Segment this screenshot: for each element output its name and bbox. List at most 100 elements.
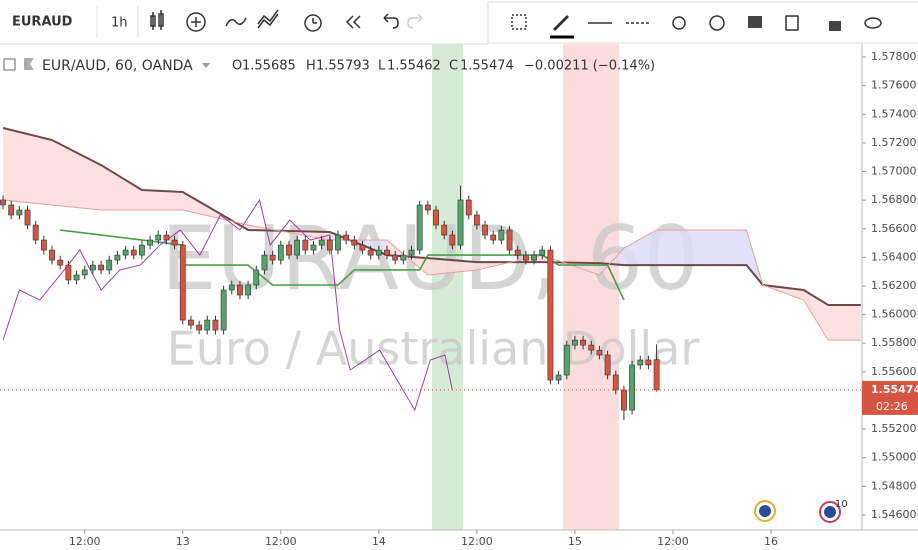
x-tick-label: 12:00 — [265, 535, 297, 548]
candle-body — [171, 239, 178, 246]
interval-button[interactable]: 1h — [111, 16, 128, 31]
y-tick-label: 1.57000 — [871, 165, 917, 178]
settings-button[interactable] — [672, 16, 686, 30]
candle-body — [122, 249, 129, 256]
candle-body — [522, 254, 529, 261]
chart-style-button[interactable] — [150, 10, 164, 30]
candle-body — [612, 374, 619, 391]
symbol-input[interactable]: EURAUD — [12, 15, 73, 30]
span-b-line — [2, 199, 861, 341]
compare-button[interactable] — [186, 12, 206, 32]
candle-body — [237, 284, 243, 296]
candle-body — [220, 289, 227, 331]
candle-body — [621, 389, 627, 411]
candle-body — [179, 244, 186, 321]
candle-body — [465, 199, 472, 216]
clone-tool[interactable] — [785, 15, 799, 31]
x-tick-label: 16 — [764, 535, 778, 548]
ohlc-label: L — [378, 59, 386, 74]
candle-body — [8, 204, 15, 216]
cloud-segment — [803, 290, 829, 341]
y-tick-label: 1.57200 — [871, 136, 917, 149]
candle-body — [326, 239, 333, 251]
redo-button[interactable] — [407, 13, 423, 29]
cloud-segment — [656, 230, 747, 266]
candle-body — [147, 239, 153, 246]
candle-body — [73, 274, 80, 281]
alert-tool[interactable] — [709, 15, 725, 31]
ohlc-label: O — [232, 59, 242, 74]
candle-body — [351, 239, 358, 246]
candle-body — [40, 239, 47, 251]
collapse-icon[interactable] — [3, 58, 16, 71]
undo-button[interactable] — [383, 13, 399, 29]
candle-body — [539, 249, 546, 256]
candle-body — [563, 344, 570, 376]
cloud-segment — [101, 165, 142, 211]
bar-countdown: 02:26 — [876, 400, 908, 413]
candle-body — [32, 224, 39, 241]
cloud-segment — [52, 140, 102, 211]
ohlc-label: C — [449, 59, 458, 74]
replay-button[interactable] — [345, 15, 361, 29]
candle-body — [24, 209, 31, 226]
candle-body — [441, 224, 448, 236]
candle-body — [277, 244, 284, 261]
candle-body — [163, 234, 170, 241]
candle-body — [604, 354, 611, 376]
hide-button[interactable] — [864, 17, 882, 29]
candle-body — [433, 209, 439, 226]
candle-body — [572, 339, 578, 346]
cloud-segment — [623, 230, 657, 266]
lock-button[interactable] — [829, 21, 841, 31]
candle-body — [269, 254, 276, 261]
candle-body — [490, 234, 497, 241]
candle-body — [228, 284, 235, 291]
y-tick-label: 1.57800 — [871, 50, 917, 63]
candle-body — [245, 284, 252, 296]
x-tick-label: 14 — [372, 535, 386, 548]
visual-order-tool[interactable] — [748, 16, 762, 28]
candle-body — [49, 249, 55, 261]
templates-button[interactable] — [257, 9, 279, 29]
candle-body — [424, 204, 431, 211]
candle-body — [89, 264, 96, 271]
y-tick-label: 1.57400 — [871, 107, 917, 120]
select-tool[interactable] — [511, 14, 527, 30]
y-tick-label: 1.55800 — [871, 336, 917, 349]
candle-body — [449, 234, 456, 246]
candle-body — [400, 254, 407, 261]
candle-body — [637, 359, 644, 366]
candle-body — [98, 264, 104, 271]
legend-menu[interactable] — [202, 63, 210, 68]
candle-body — [318, 239, 325, 246]
candle-body — [482, 224, 488, 236]
session-highlight — [563, 44, 619, 530]
candle-body — [286, 244, 292, 256]
candle-body — [114, 254, 121, 261]
candle-body — [302, 239, 309, 251]
candle-body — [375, 249, 382, 256]
y-tick-label: 1.56800 — [871, 193, 917, 206]
alert-button[interactable] — [304, 14, 322, 32]
x-tick-label: 12:00 — [657, 535, 689, 548]
candle-body — [188, 319, 194, 326]
y-tick-label: 1.55000 — [871, 451, 917, 464]
x-tick-label: 12:00 — [461, 535, 493, 548]
watermark-subtitle: Euro / Australian Dollar — [167, 322, 700, 376]
pen-tool[interactable] — [550, 14, 574, 39]
candle-body — [253, 269, 260, 286]
candle-body — [457, 199, 464, 246]
x-tick-label: 12:00 — [69, 535, 101, 548]
candle-body — [204, 319, 211, 331]
y-tick-label: 1.56400 — [871, 250, 917, 263]
candle-body — [596, 349, 603, 356]
y-tick-label: 1.55200 — [871, 422, 917, 435]
indicators-button[interactable] — [225, 17, 247, 27]
event-flag — [759, 505, 771, 517]
candle-body — [473, 214, 480, 226]
candle-body — [130, 249, 137, 256]
cloud-segment — [141, 189, 183, 211]
candle-body — [65, 264, 72, 281]
